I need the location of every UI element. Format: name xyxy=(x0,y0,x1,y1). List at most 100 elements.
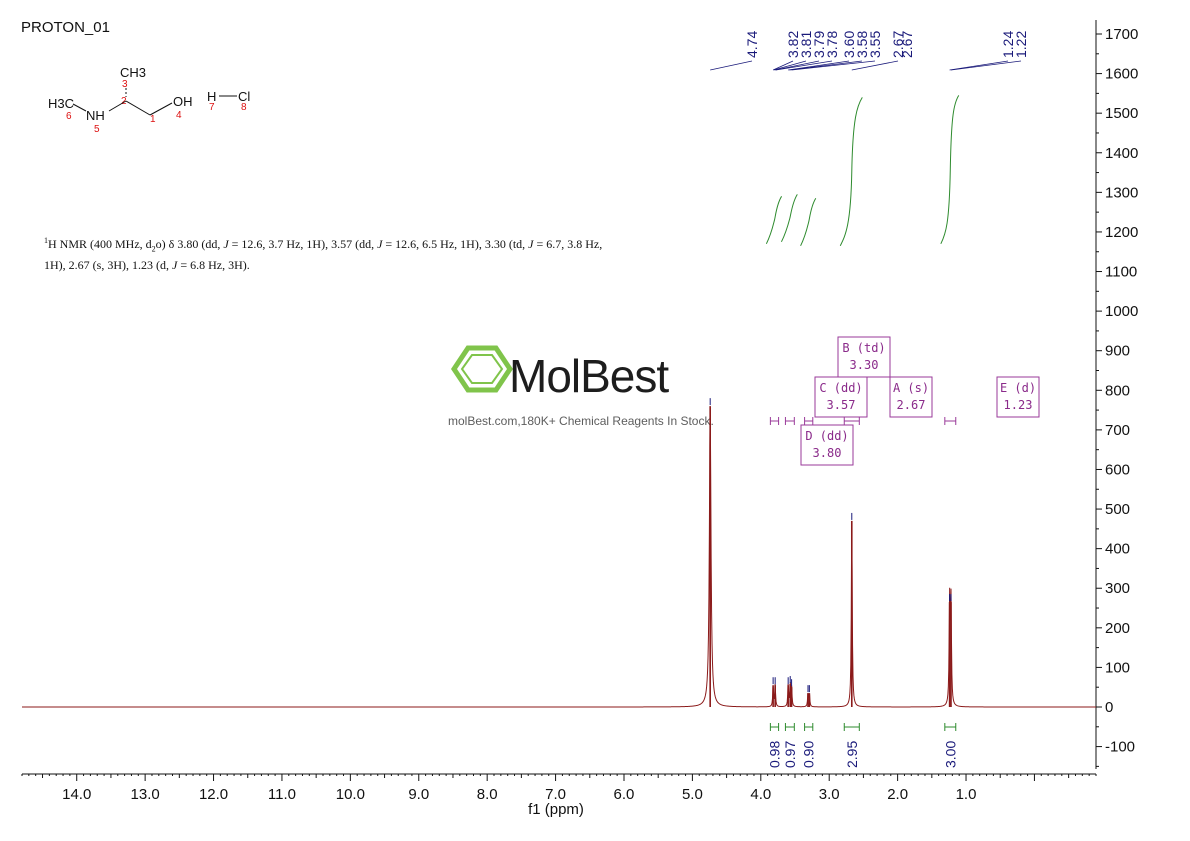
multiplet-shift: 3.80 xyxy=(813,446,842,460)
x-tick-label: 14.0 xyxy=(62,786,91,803)
watermark-brand: MolBest xyxy=(509,350,669,402)
benzene-logo-icon xyxy=(450,345,514,393)
y-tick-label: 1500 xyxy=(1105,105,1138,122)
y-tick-label: -100 xyxy=(1105,739,1135,756)
peak-label: 3.79 xyxy=(811,31,827,58)
peak-label-leader xyxy=(789,60,863,71)
x-tick-label: 13.0 xyxy=(131,786,160,803)
summary-part: = 12.6, 6.5 Hz, 1H), 3.30 (td, xyxy=(382,237,529,251)
summary-part: 1 xyxy=(44,236,48,245)
spectrum-title: PROTON_01 xyxy=(21,19,110,36)
summary-part: J xyxy=(223,237,229,251)
peak-label: 3.82 xyxy=(785,31,801,58)
x-axis-label: f1 (ppm) xyxy=(528,801,584,818)
y-tick-label: 1700 xyxy=(1105,26,1138,43)
mol-num-6: 6 xyxy=(66,111,72,122)
integral-curve xyxy=(839,97,863,247)
peak-label: 2.67 xyxy=(890,31,906,58)
mol-label-nh: NH xyxy=(86,108,105,123)
peak-label: 3.58 xyxy=(854,31,870,58)
mol-num-8: 8 xyxy=(241,102,247,113)
integral-value: 2.95 xyxy=(844,741,860,768)
x-tick-label: 5.0 xyxy=(682,786,703,803)
y-tick-label: 1200 xyxy=(1105,224,1138,241)
mol-bond-1 xyxy=(72,103,87,112)
peak-label-leader xyxy=(949,60,1009,71)
summary-part: = 6.8 Hz, 3H). xyxy=(177,258,250,273)
multiplet-shift: 2.67 xyxy=(897,398,926,412)
summary-part: J xyxy=(377,237,383,251)
integral-value: 0.97 xyxy=(782,741,798,768)
multiplets-group: B (td) 3.30 C (dd) 3.57 A (s) 2.67 E (d) 1.23 D … xyxy=(769,336,1040,466)
multiplet-label: A (s) xyxy=(893,381,929,395)
multiplet-box xyxy=(889,376,933,418)
y-tick-label: 700 xyxy=(1105,422,1130,439)
mol-bond-3 xyxy=(125,100,151,116)
x-tick-label: 7.0 xyxy=(545,786,566,803)
watermark-tagline: molBest.com,180K+ Chemical Reagents In S… xyxy=(448,414,714,428)
integral-value: 0.90 xyxy=(801,741,817,768)
peak-label: 3.60 xyxy=(841,31,857,58)
mol-num-7: 7 xyxy=(209,102,215,113)
peak-label: 1.22 xyxy=(1013,31,1029,58)
mol-num-2: 2 xyxy=(121,96,127,107)
summary-part: H NMR (400 MHz, d xyxy=(48,237,152,251)
y-tick-label: 1400 xyxy=(1105,145,1138,162)
peak-label: 1.24 xyxy=(1000,31,1016,58)
x-tick-label: 12.0 xyxy=(199,786,228,803)
peak-label-leader xyxy=(950,60,1022,71)
multiplet-box xyxy=(814,376,868,418)
y-tick-label: 500 xyxy=(1105,501,1130,518)
peak-label: 3.78 xyxy=(824,31,840,58)
x-tick-label: 10.0 xyxy=(336,786,365,803)
spectrum-group xyxy=(22,398,1096,708)
y-tick-label: 1100 xyxy=(1105,264,1137,281)
peak-label: 2.67 xyxy=(899,31,915,58)
peak-label: 3.81 xyxy=(798,31,814,58)
multiplet-label: D (dd) xyxy=(805,429,848,443)
integral-value: 3.00 xyxy=(942,741,958,768)
y-tick-label: 600 xyxy=(1105,461,1130,478)
integral-curve xyxy=(765,196,783,245)
multiplet-box xyxy=(800,424,854,466)
mol-bond-2 xyxy=(108,100,127,112)
summary-part: = 6.7, 3.8 Hz, 1H), 2.67 (s, 3H), 1.23 (… xyxy=(44,237,603,273)
axes-group: 14.0 13.0 12.0 11.0 10.0 9.0 8.0 7.0 6.0 5.0 4.0 3.… xyxy=(21,20,1138,818)
mol-num-5: 5 xyxy=(94,124,100,135)
multiplet-box xyxy=(996,376,1040,418)
summary-part: 2 xyxy=(151,244,156,254)
y-tick-label: 1300 xyxy=(1105,184,1138,201)
x-tick-label: 9.0 xyxy=(408,786,429,803)
peak-labels-group: 4.74 3.823.813.793.78 3.603.583.55 2.67 1.24… xyxy=(710,31,1029,71)
nmr-summary-text: 1H NMR (400 MHz, d2o) δ 3.80 (dd, J = 12… xyxy=(44,232,604,274)
x-tick-label: 3.0 xyxy=(819,786,840,803)
integral-curve xyxy=(940,95,960,245)
mol-label-ch3: CH3 xyxy=(120,65,146,80)
multiplet-shift: 3.30 xyxy=(850,358,879,372)
peak-label-leader xyxy=(788,60,850,71)
peak-label-leader xyxy=(791,60,876,71)
molecule-structure: CH3 3 2 H3C 6 NH 5 1 OH 4 H 7 Cl 8 xyxy=(48,65,250,135)
peak-label: 3.55 xyxy=(867,31,883,58)
spectrum-line xyxy=(22,407,1096,708)
peak-label-leader xyxy=(773,60,807,71)
x-tick-label: 4.0 xyxy=(750,786,771,803)
mol-num-3: 3 xyxy=(122,79,128,90)
multiplet-label: C (dd) xyxy=(819,381,862,395)
x-tick-label: 2.0 xyxy=(887,786,908,803)
x-tick-label: 11.0 xyxy=(268,786,296,803)
y-tick-label: 0 xyxy=(1105,699,1113,716)
peak-label-leader xyxy=(775,60,833,71)
y-tick-label: 900 xyxy=(1105,343,1130,360)
mol-label-oh: OH xyxy=(173,94,193,109)
y-tick-label: 300 xyxy=(1105,580,1130,597)
integral-curve xyxy=(780,194,798,243)
y-tick-label: 1600 xyxy=(1105,66,1138,83)
multiplet-label: B (td) xyxy=(842,341,885,355)
y-tick-label: 200 xyxy=(1105,620,1130,637)
integrals-group: 0.98 0.97 0.90 2.95 3.00 xyxy=(765,95,960,768)
peak-label-leader xyxy=(851,60,899,71)
multiplet-label: E (d) xyxy=(1000,381,1036,395)
x-tick-label: 8.0 xyxy=(477,786,498,803)
